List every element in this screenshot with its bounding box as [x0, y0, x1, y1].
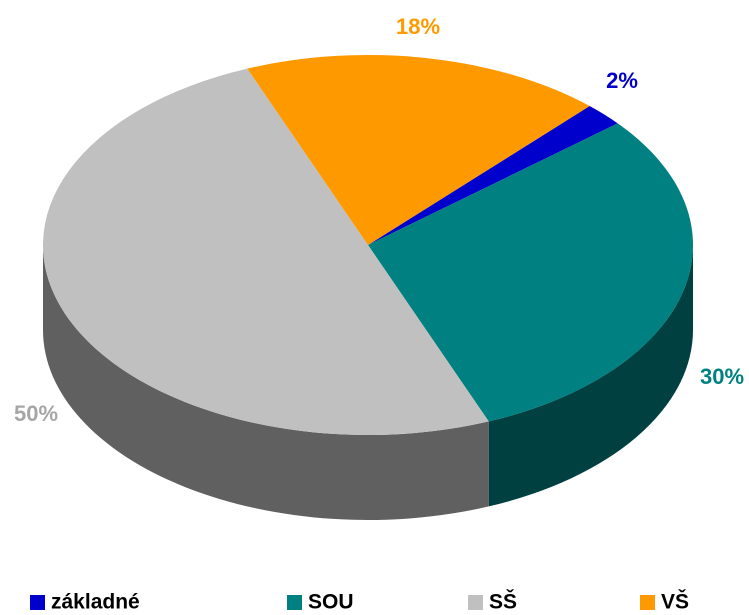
legend-swatch — [30, 595, 45, 610]
data-label: 50% — [14, 401, 58, 426]
slice-side — [488, 245, 693, 507]
slice — [368, 106, 618, 246]
legend-label: základné — [51, 591, 140, 614]
legend-label: SOU — [308, 591, 354, 614]
legend-label: VŠ — [661, 590, 689, 614]
slice — [368, 123, 693, 422]
slice-side — [42, 245, 489, 520]
data-label: 2% — [606, 68, 638, 93]
legend-swatch — [640, 595, 655, 610]
legend-label: SŠ — [489, 590, 517, 614]
legend-swatch — [468, 595, 483, 610]
legend-swatch — [287, 595, 302, 610]
data-label: 30% — [700, 364, 744, 389]
slice — [247, 55, 590, 245]
slice — [43, 68, 489, 435]
data-label: 18% — [396, 14, 440, 39]
